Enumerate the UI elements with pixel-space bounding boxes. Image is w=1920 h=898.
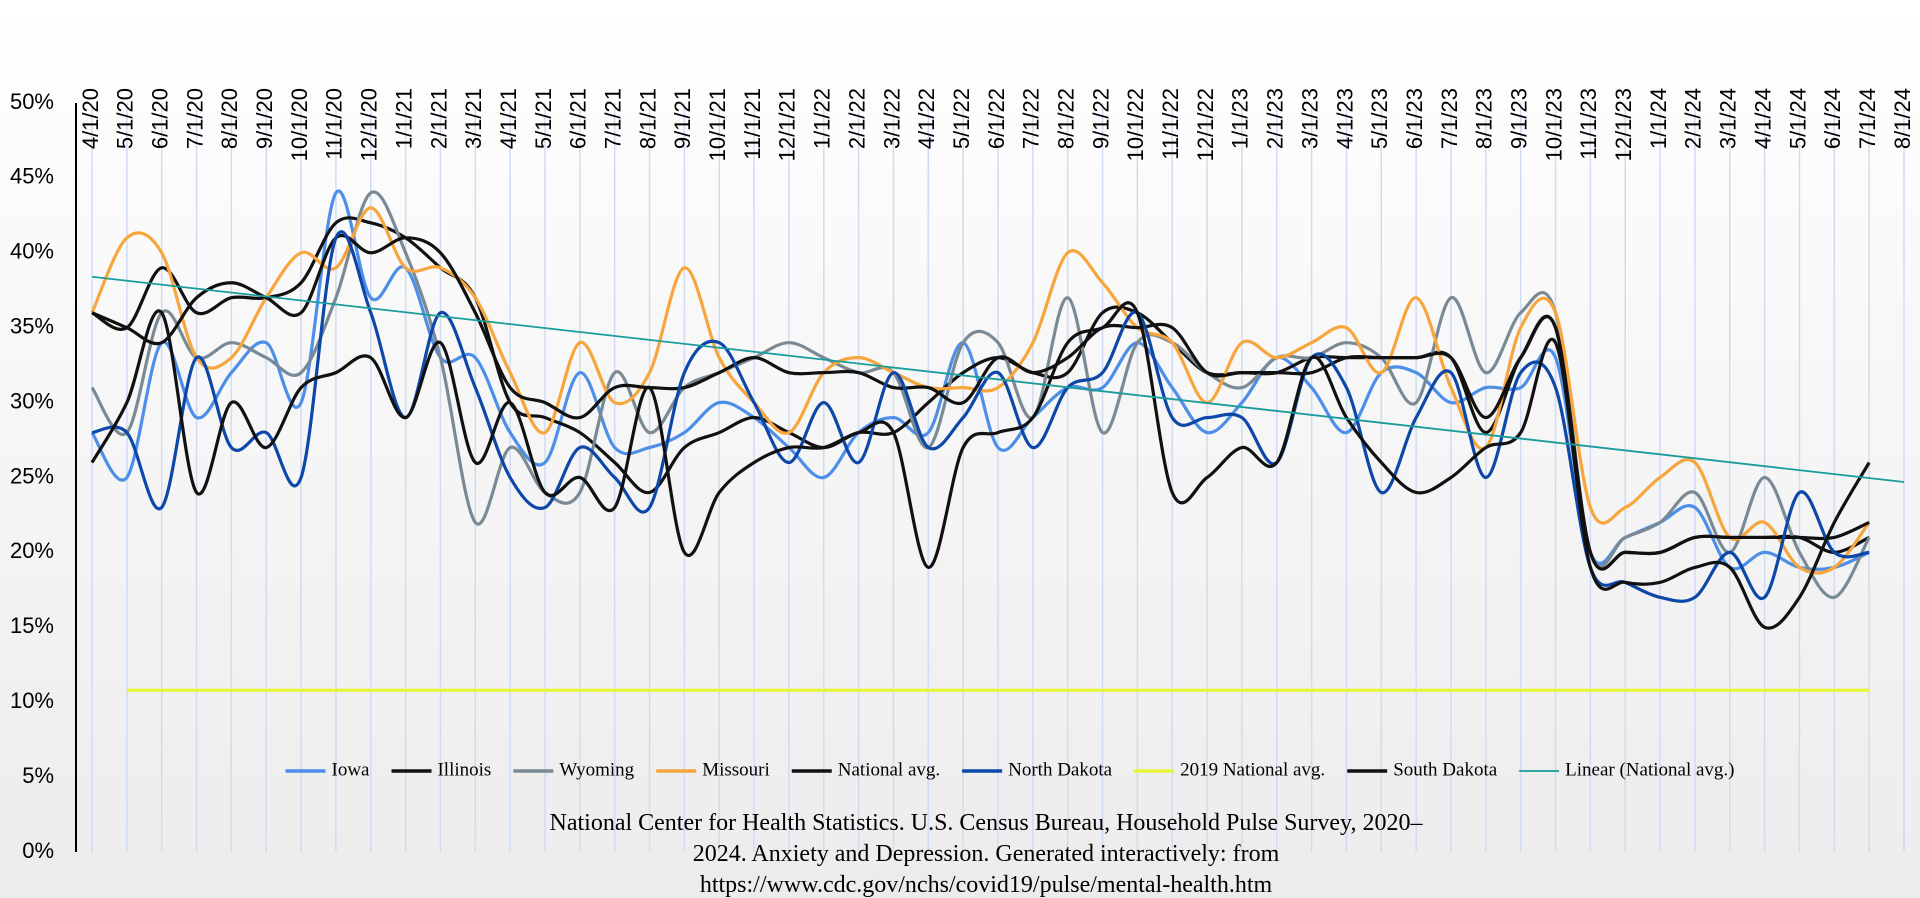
y-tick-label: 0%	[22, 838, 54, 863]
x-tick-label: 6/1/22	[984, 88, 1009, 149]
series-line	[91, 230, 1870, 603]
y-tick-label: 45%	[10, 164, 54, 189]
x-tick-label: 3/1/23	[1297, 88, 1322, 149]
x-tick-label: 7/1/21	[601, 88, 626, 149]
x-tick-label: 6/1/24	[1820, 88, 1845, 149]
y-tick-label: 25%	[10, 463, 54, 488]
series-line	[90, 301, 1871, 630]
legend-label: North Dakota	[1008, 759, 1113, 780]
legend-label: Wyoming	[559, 759, 634, 780]
x-tick-label: 9/1/22	[1088, 88, 1113, 149]
source-note: National Center for Health Statistics. U…	[549, 810, 1423, 898]
x-tick-label: 11/1/22	[1158, 88, 1183, 160]
x-tick-label: 5/1/21	[531, 88, 556, 149]
y-tick-label: 30%	[10, 388, 54, 413]
y-tick-label: 10%	[10, 688, 54, 713]
y-tick-label: 20%	[10, 538, 54, 563]
x-tick-label: 12/1/20	[357, 88, 382, 161]
legend-label: Illinois	[437, 759, 491, 780]
x-tick-label: 9/1/21	[670, 88, 695, 149]
x-tick-label: 10/1/20	[287, 88, 312, 161]
x-tick-label: 2/1/23	[1263, 88, 1288, 149]
x-tick-label: 8/1/23	[1472, 88, 1497, 149]
x-tick-label: 5/1/24	[1785, 88, 1810, 149]
x-tick-label: 6/1/21	[566, 88, 591, 149]
x-tick-label: 8/1/22	[1054, 88, 1079, 149]
x-tick-label: 5/1/22	[949, 88, 974, 149]
x-tick-label: 1/1/23	[1228, 88, 1253, 149]
x-tick-label: 10/1/21	[705, 88, 730, 161]
x-tick-label: 1/1/21	[391, 88, 416, 149]
x-tick-label: 3/1/22	[879, 88, 904, 149]
x-tick-label: 1/1/22	[810, 88, 835, 149]
x-tick-label: 2/1/22	[844, 88, 869, 149]
x-tick-label: 2/1/21	[426, 88, 451, 149]
x-tick-label: 6/1/23	[1402, 88, 1427, 149]
x-tick-label: 6/1/20	[148, 88, 173, 149]
x-tick-label: 3/1/24	[1716, 88, 1741, 149]
x-tick-label: 9/1/20	[252, 88, 277, 149]
trend-line	[91, 275, 1905, 483]
x-tick-label: 5/1/23	[1367, 88, 1392, 149]
legend-label: National avg.	[838, 759, 940, 780]
x-tick-label: 3/1/21	[461, 88, 486, 149]
series-line	[90, 189, 1870, 571]
x-tick-label: 4/1/23	[1332, 88, 1357, 149]
x-tick-label: 7/1/23	[1437, 88, 1462, 149]
series-line	[90, 206, 1871, 575]
x-tick-label: 4/1/22	[914, 88, 939, 149]
x-tick-label: 2/1/24	[1681, 88, 1706, 149]
y-tick-label: 5%	[22, 763, 54, 788]
x-tick-label: 9/1/23	[1507, 88, 1532, 149]
legend-label: Linear (National avg.)	[1565, 759, 1734, 780]
x-tick-label: 8/1/20	[217, 88, 242, 149]
y-tick-label: 50%	[10, 89, 54, 114]
x-tick-label: 11/1/20	[322, 88, 347, 160]
y-tick-label: 40%	[10, 239, 54, 264]
legend-label: Iowa	[332, 759, 371, 780]
legend-label: 2019 National avg.	[1180, 759, 1325, 780]
x-tick-label: 4/1/21	[496, 88, 521, 149]
x-tick-label: 10/1/22	[1123, 88, 1148, 161]
y-tick-label: 15%	[10, 613, 54, 638]
x-tick-label: 4/1/20	[78, 88, 103, 149]
x-tick-label: 8/1/24	[1890, 88, 1915, 149]
x-tick-label: 7/1/24	[1855, 88, 1880, 149]
x-tick-label: 1/1/24	[1646, 88, 1671, 149]
legend-label: South Dakota	[1393, 759, 1498, 780]
x-tick-label: 11/1/23	[1576, 88, 1601, 160]
legend: Iowa Illinois Wyoming Missouri National avg.…	[285, 759, 1735, 780]
x-tick-label: 4/1/24	[1750, 88, 1775, 149]
x-tick-label: 12/1/23	[1611, 88, 1636, 161]
x-tick-label: 12/1/21	[775, 88, 800, 161]
x-tick-label: 7/1/20	[182, 88, 207, 149]
x-tick-label: 11/1/21	[740, 88, 765, 160]
y-tick-label: 35%	[10, 314, 54, 339]
x-tick-label: 8/1/21	[635, 88, 660, 149]
legend-label: Missouri	[702, 759, 770, 780]
x-tick-label: 5/1/20	[113, 88, 138, 149]
x-tick-label: 12/1/22	[1193, 88, 1218, 161]
x-tick-label: 7/1/22	[1019, 88, 1044, 149]
x-tick-label: 10/1/23	[1541, 88, 1566, 161]
